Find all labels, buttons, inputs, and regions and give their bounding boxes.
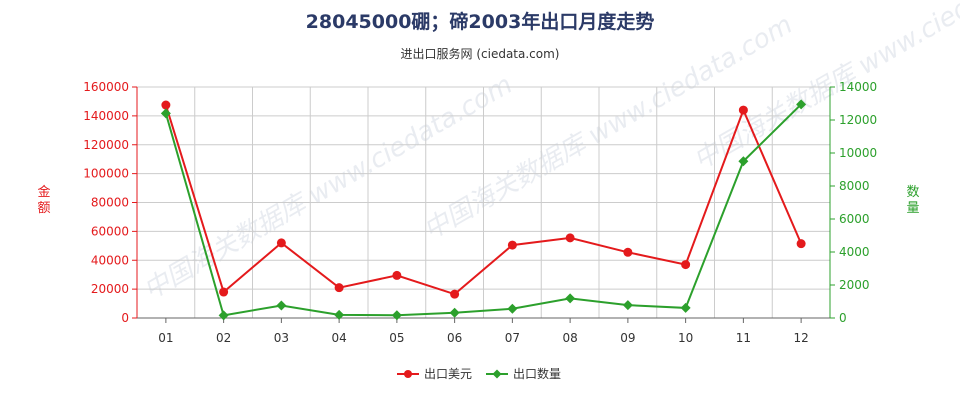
left-tick-label: 140000 bbox=[83, 109, 129, 123]
watermark-text: 中国海关数据库 www.ciedata.com bbox=[139, 70, 518, 306]
right-axis-title: 数量 bbox=[906, 185, 919, 216]
data-point bbox=[738, 105, 748, 115]
data-point bbox=[507, 240, 517, 250]
series bbox=[160, 99, 807, 321]
right-tick-label: 4000 bbox=[839, 245, 870, 259]
right-tick-label: 14000 bbox=[839, 80, 877, 94]
right-tick-label: 12000 bbox=[839, 113, 877, 127]
data-point bbox=[276, 300, 287, 311]
x-tick-label: 12 bbox=[793, 331, 808, 345]
data-point bbox=[680, 302, 691, 313]
data-point bbox=[738, 156, 749, 167]
data-point bbox=[392, 270, 402, 280]
data-point bbox=[276, 238, 286, 248]
data-point bbox=[565, 233, 575, 243]
data-point bbox=[391, 310, 402, 321]
legend-marker bbox=[404, 370, 412, 378]
legend-label: 出口数量 bbox=[513, 366, 561, 381]
x-tick-label: 02 bbox=[216, 331, 231, 345]
series-1 bbox=[161, 100, 806, 299]
data-point bbox=[334, 309, 345, 320]
right-axis-ticks: 0 2000 4000 6000 8000 10000 12000 14000 bbox=[830, 80, 877, 325]
x-tick-label: 04 bbox=[331, 331, 346, 345]
data-point bbox=[219, 287, 229, 297]
x-axis-ticks: 01 02 03 04 05 06 07 08 09 10 11 12 bbox=[158, 318, 809, 345]
x-tick-label: 05 bbox=[389, 331, 404, 345]
right-tick-label: 10000 bbox=[839, 146, 877, 160]
data-point bbox=[160, 108, 171, 119]
x-tick-label: 10 bbox=[678, 331, 693, 345]
right-tick-label: 8000 bbox=[839, 179, 870, 193]
left-tick-label: 100000 bbox=[83, 167, 129, 181]
right-tick-label: 0 bbox=[839, 311, 847, 325]
data-point bbox=[681, 260, 691, 270]
x-tick-label: 01 bbox=[158, 331, 173, 345]
x-tick-label: 03 bbox=[274, 331, 289, 345]
left-tick-label: 160000 bbox=[83, 80, 129, 94]
data-point bbox=[161, 100, 171, 110]
legend: 出口美元 出口数量 bbox=[397, 366, 561, 381]
data-point bbox=[623, 247, 633, 257]
series-2 bbox=[160, 99, 807, 321]
x-tick-label: 07 bbox=[505, 331, 520, 345]
left-tick-label: 60000 bbox=[91, 224, 129, 238]
data-point bbox=[796, 239, 806, 249]
series-line bbox=[164, 104, 803, 296]
right-tick-label: 6000 bbox=[839, 212, 870, 226]
left-tick-label: 80000 bbox=[91, 196, 129, 210]
grid bbox=[136, 86, 831, 319]
data-point bbox=[450, 289, 460, 299]
data-point bbox=[334, 283, 344, 293]
left-tick-label: 120000 bbox=[83, 138, 129, 152]
data-point bbox=[218, 310, 229, 321]
chart-subtitle: 进出口服务网 (ciedata.com) bbox=[401, 46, 560, 61]
legend-item: 出口数量 bbox=[486, 366, 561, 381]
legend-marker bbox=[492, 369, 502, 379]
legend-label: 出口美元 bbox=[424, 367, 472, 381]
left-axis-title: 金额 bbox=[37, 184, 50, 216]
data-point bbox=[796, 99, 807, 110]
left-tick-label: 0 bbox=[121, 311, 129, 325]
data-point bbox=[622, 300, 633, 311]
x-tick-label: 09 bbox=[620, 331, 635, 345]
x-tick-label: 06 bbox=[447, 331, 462, 345]
left-tick-label: 40000 bbox=[91, 253, 129, 267]
chart-title: 28045000硼；碲2003年出口月度走势 bbox=[306, 10, 655, 33]
series-line bbox=[164, 103, 802, 317]
data-point bbox=[507, 303, 518, 314]
left-axis-ticks: 0 20000 40000 60000 80000 100000 120000 140000 1… bbox=[83, 80, 137, 325]
data-point bbox=[449, 307, 460, 318]
left-tick-label: 20000 bbox=[91, 282, 129, 296]
right-tick-label: 2000 bbox=[839, 278, 870, 292]
x-tick-label: 11 bbox=[736, 331, 751, 345]
x-tick-label: 08 bbox=[562, 331, 577, 345]
data-point bbox=[565, 293, 576, 304]
legend-item: 出口美元 bbox=[397, 367, 472, 381]
